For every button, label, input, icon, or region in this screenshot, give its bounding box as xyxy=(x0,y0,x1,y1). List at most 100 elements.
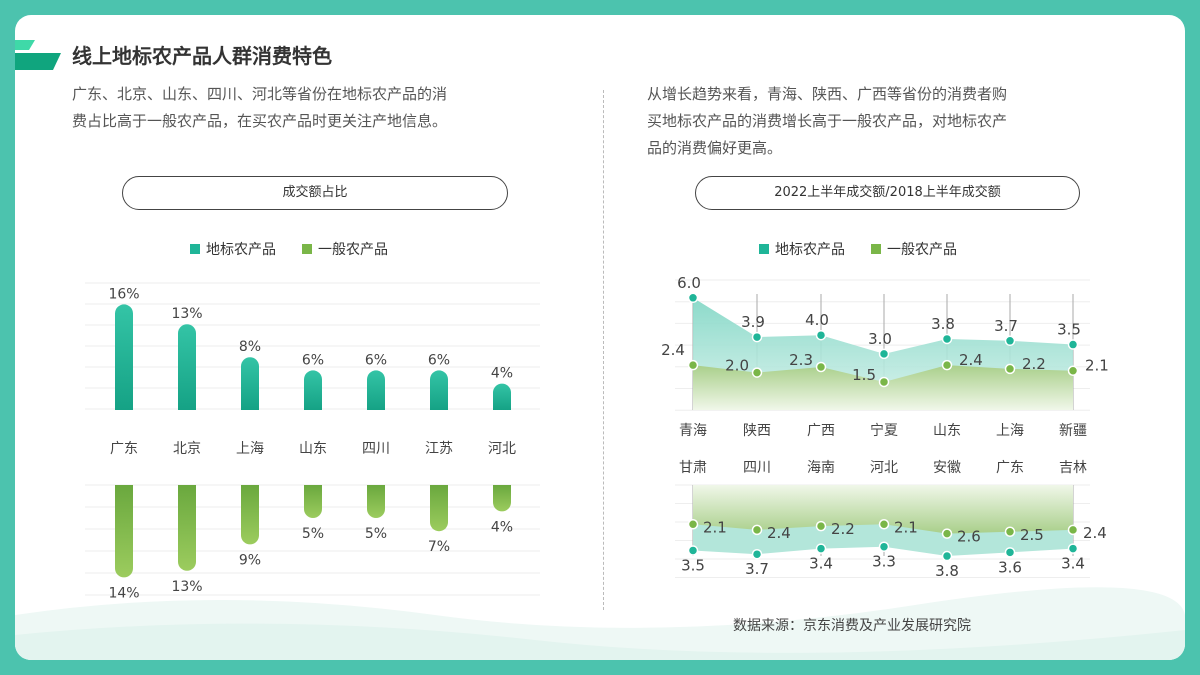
logo-icon xyxy=(15,40,61,70)
category-label: 甘肃 xyxy=(679,460,707,476)
point-geo xyxy=(1004,547,1016,558)
area-general xyxy=(693,365,1073,410)
area-general xyxy=(693,485,1073,534)
legend-item-geo: 地标农产品 xyxy=(759,239,845,259)
category-label: 海南 xyxy=(807,460,835,476)
category-label: 新疆 xyxy=(1059,423,1087,439)
value-label-general: 2.4 xyxy=(767,524,791,542)
category-label: 安徽 xyxy=(933,460,961,476)
point-geo xyxy=(941,550,953,562)
point-general xyxy=(1067,524,1079,536)
legend-item-general: 一般农产品 xyxy=(302,239,388,259)
text-line: 广东、北京、山东、四川、河北等省份在地标农产品的消 xyxy=(72,85,448,103)
point-geo xyxy=(1004,335,1016,347)
background-wave xyxy=(15,587,1185,660)
data-source: 数据来源：京东消费及产业发展研究院 xyxy=(733,618,971,634)
bar-label-geo: 6% xyxy=(302,352,324,368)
category-label: 吉林 xyxy=(1059,460,1087,476)
bar-label-general: 4% xyxy=(491,519,513,535)
bar-general xyxy=(115,485,133,578)
bar-label-geo: 8% xyxy=(239,339,261,355)
bar-geo xyxy=(115,304,133,410)
value-label-general: 2.1 xyxy=(894,518,918,536)
category-label: 广东 xyxy=(996,460,1024,476)
divider xyxy=(603,90,604,610)
right-legend: 地标农产品 一般农产品 xyxy=(759,239,957,259)
bar-label-geo: 6% xyxy=(428,352,450,368)
value-label-general: 1.5 xyxy=(852,366,876,384)
bar-general xyxy=(430,485,448,532)
bar-label-general: 9% xyxy=(239,552,261,568)
legend-item-general: 一般农产品 xyxy=(871,239,957,259)
value-label-general: 2.0 xyxy=(725,357,749,375)
point-general xyxy=(751,524,763,536)
value-label-geo: 3.0 xyxy=(868,330,892,348)
value-label-general: 2.2 xyxy=(831,520,855,538)
bar-label-geo: 16% xyxy=(108,286,139,302)
category-label: 江苏 xyxy=(425,441,453,457)
charts: 16% 广东 14% 13% 北京 13% 8% 上海 9% 6% 山东 5% 6% 四川 5% 6% 江苏 7%… xyxy=(85,274,1109,601)
category-label: 山东 xyxy=(299,441,327,457)
bar-label-general: 7% xyxy=(428,539,450,555)
bar-label-geo: 4% xyxy=(491,366,513,382)
bar-general xyxy=(304,485,322,518)
category-label: 上海 xyxy=(996,423,1024,439)
legend-item-geo: 地标农产品 xyxy=(190,239,276,259)
value-label-general: 2.4 xyxy=(1083,524,1107,542)
point-general xyxy=(815,520,827,532)
point-geo xyxy=(1067,339,1079,350)
value-label-general: 2.6 xyxy=(957,528,981,546)
value-label-geo: 3.5 xyxy=(681,556,705,574)
category-label: 广东 xyxy=(110,441,138,457)
bar-geo xyxy=(493,383,511,410)
point-geo xyxy=(1067,543,1079,554)
bar-general xyxy=(178,485,196,571)
point-general xyxy=(751,367,763,378)
category-label: 四川 xyxy=(362,441,390,457)
value-label-general: 2.1 xyxy=(703,518,727,536)
point-general xyxy=(687,519,699,530)
category-label: 陕西 xyxy=(743,423,771,439)
point-geo xyxy=(815,329,827,341)
category-label: 广西 xyxy=(807,423,835,439)
value-label-geo: 3.8 xyxy=(935,562,959,580)
bar-label-general: 5% xyxy=(302,526,324,542)
point-general xyxy=(878,519,890,530)
point-geo xyxy=(687,545,699,556)
point-geo xyxy=(751,331,763,343)
bar-general xyxy=(241,485,259,545)
left-legend: 地标农产品 一般农产品 xyxy=(190,239,388,259)
bar-label-general: 14% xyxy=(108,585,139,601)
bar-geo xyxy=(367,370,385,410)
point-geo xyxy=(878,348,890,360)
page-title: 线上地标农产品人群消费特色 xyxy=(72,44,332,68)
text-line: 品的消费偏好更高。 xyxy=(647,139,783,157)
value-label-geo: 4.0 xyxy=(805,311,829,329)
bar-label-geo: 13% xyxy=(171,306,202,322)
value-label-geo: 3.6 xyxy=(998,558,1022,576)
value-label-geo: 3.7 xyxy=(994,317,1018,335)
value-label-general: 2.4 xyxy=(661,341,685,359)
category-label: 四川 xyxy=(743,460,771,476)
point-general xyxy=(1004,526,1016,537)
value-label-general: 2.5 xyxy=(1020,526,1044,544)
text-line: 费占比高于一般农产品，在买农产品时更关注产地信息。 xyxy=(72,112,448,130)
value-label-geo: 3.4 xyxy=(809,555,833,573)
value-label-geo: 3.9 xyxy=(741,313,765,331)
text-line: 买地标农产品的消费增长高于一般农产品，对地标农产 xyxy=(647,112,1008,130)
bar-geo xyxy=(430,370,448,410)
value-label-geo: 3.3 xyxy=(872,553,896,571)
point-geo xyxy=(941,333,953,345)
category-label: 河北 xyxy=(870,460,898,476)
point-general xyxy=(941,528,953,539)
left-chart-title: 成交额占比 xyxy=(122,176,508,210)
category-label: 北京 xyxy=(173,441,201,457)
value-label-general: 2.1 xyxy=(1085,357,1109,375)
bar-geo xyxy=(241,357,259,410)
value-label-geo: 3.4 xyxy=(1061,555,1085,573)
point-geo xyxy=(751,548,763,560)
bar-geo xyxy=(178,324,196,410)
category-label: 河北 xyxy=(488,441,516,457)
right-chart-title: 2022上半年成交额/2018上半年成交额 xyxy=(695,176,1080,210)
category-label: 宁夏 xyxy=(870,422,898,439)
